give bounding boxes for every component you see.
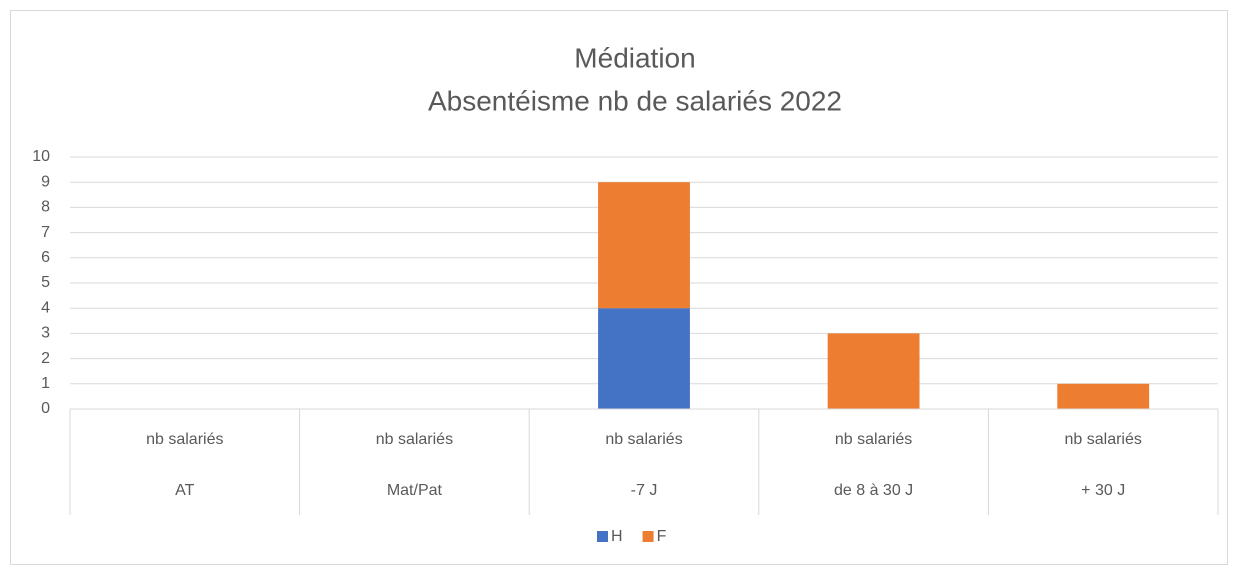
x-group-label: de 8 à 30 J [834, 482, 913, 499]
bar [598, 182, 690, 309]
x-group-label: Mat/Pat [387, 482, 443, 499]
x-tick-label: nb salariés [1065, 431, 1142, 448]
y-tick-label: 6 [41, 249, 50, 266]
x-tick-label: nb salariés [835, 431, 912, 448]
bar [1057, 383, 1150, 409]
bar [827, 333, 920, 409]
x-group-label: + 30 J [1081, 482, 1125, 499]
x-group-label: -7 J [631, 482, 658, 499]
bar [598, 308, 690, 409]
x-group-label: AT [175, 482, 194, 499]
legend-label: H [611, 528, 623, 545]
y-tick-label: 0 [41, 400, 50, 417]
legend-label: F [657, 528, 667, 545]
legend-swatch [597, 531, 608, 542]
y-tick-label: 7 [41, 224, 50, 241]
y-tick-label: 5 [41, 274, 50, 291]
y-tick-label: 3 [41, 325, 50, 342]
x-tick-label: nb salariés [605, 431, 682, 448]
chart-title: Médiation [574, 42, 695, 73]
x-tick-label: nb salariés [146, 431, 223, 448]
legend-swatch [642, 531, 654, 542]
y-tick-label: 1 [41, 375, 50, 392]
chart-subtitle: Absentéisme nb de salariés 2022 [428, 85, 842, 116]
x-tick-label: nb salariés [376, 431, 453, 448]
y-tick-label: 8 [41, 199, 50, 216]
y-tick-label: 4 [41, 299, 50, 316]
y-tick-label: 10 [32, 148, 50, 165]
y-tick-label: 9 [41, 173, 50, 190]
y-tick-label: 2 [41, 350, 50, 367]
